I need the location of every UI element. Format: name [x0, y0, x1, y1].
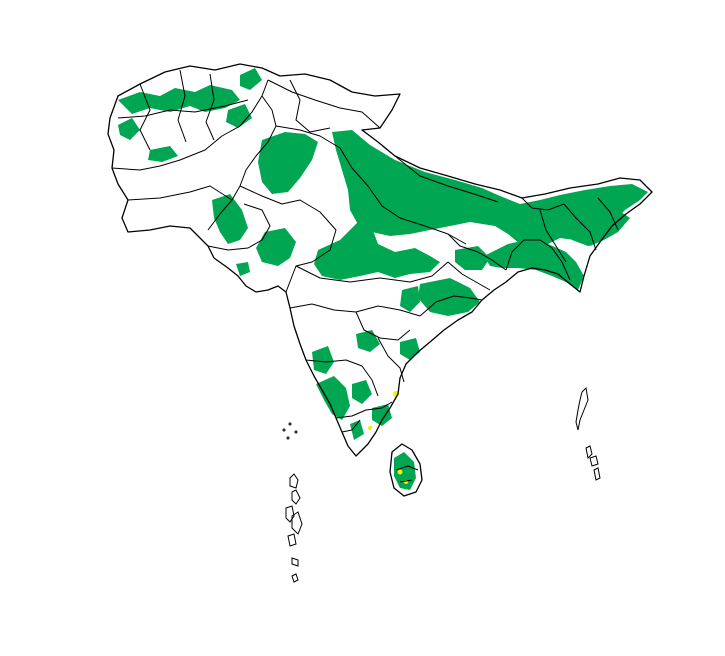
yellow-spot-tamil-nadu	[368, 426, 372, 430]
green-area-pakistan-kpk	[226, 104, 252, 128]
madhya-pradesh-border	[295, 261, 449, 283]
islands	[282, 386, 601, 583]
lakshadweep-dot-1	[288, 422, 292, 426]
green-area-deccan-north	[356, 330, 380, 352]
gujarat-border	[207, 203, 271, 251]
afghanistan-pakistan-border	[111, 79, 269, 171]
internal-boundaries	[111, 69, 619, 483]
tamil-nadu-border	[335, 401, 393, 419]
maldives-atoll-6	[291, 557, 299, 567]
maldives-atoll-1	[289, 473, 299, 489]
green-area-afghanistan-west	[118, 118, 140, 140]
kashmir-inner	[289, 79, 331, 133]
nicobar-island-1	[589, 455, 599, 467]
green-area-maharashtra	[312, 346, 334, 374]
green-area-odisha	[418, 278, 480, 316]
jharkhand-border	[447, 261, 491, 291]
northeast-states-a	[539, 209, 567, 263]
green-area-tamil-nadu	[372, 404, 392, 426]
bhutan-border	[521, 197, 565, 211]
sri-lanka-outline	[389, 443, 423, 497]
green-area-kerala	[350, 420, 364, 440]
green-area-karnataka-coast	[316, 376, 350, 420]
green-area-small-west	[236, 262, 250, 276]
lakshadweep-dot-4	[286, 436, 290, 440]
nepal-border	[394, 155, 499, 203]
yellow-spot-sri-lanka-1	[397, 469, 403, 475]
green-area-rajasthan-south	[256, 228, 296, 266]
karnataka-border	[305, 359, 379, 397]
maldives-atoll-5	[287, 533, 297, 547]
green-area-afghanistan-south	[148, 146, 178, 162]
green-area-jharkhand	[455, 246, 490, 270]
afghanistan-provinces-c	[205, 73, 215, 141]
green-area-andhra	[400, 338, 420, 360]
green-area-afghanistan-north	[118, 85, 240, 114]
northeast-states-b	[563, 203, 597, 251]
andhra-border	[377, 337, 405, 383]
afghanistan-provinces-b	[177, 69, 187, 143]
green-area-pakistan-north	[240, 68, 262, 90]
sri-lanka-provinces	[395, 465, 419, 483]
afghanistan-provinces-a	[139, 83, 151, 151]
pakistan-provinces	[127, 185, 233, 201]
green-area-punjab	[258, 132, 318, 194]
andaman-island-1	[575, 386, 589, 431]
afghanistan-provinces-d	[117, 99, 249, 119]
green-area-sri-lanka	[394, 452, 416, 490]
maldives-atoll-3	[285, 505, 295, 523]
kashmir-border	[267, 79, 381, 129]
lakshadweep-dot-2	[282, 428, 286, 432]
telangana-border	[355, 311, 411, 341]
andaman-island-2	[585, 445, 593, 460]
green-area-bangladesh	[484, 240, 584, 290]
odisha-border	[419, 295, 483, 317]
green-area-gujarat	[212, 194, 248, 244]
bihar-border	[447, 233, 507, 271]
rajasthan-border	[239, 185, 337, 293]
nicobar-island-2	[593, 467, 601, 481]
lakshadweep-dot-3	[294, 430, 298, 434]
maldives-atoll-7	[291, 573, 299, 583]
green-coverage-layer	[118, 68, 648, 490]
pakistan-india-border	[207, 95, 277, 231]
green-area-northeast	[560, 206, 630, 246]
green-area-chhattisgarh	[400, 286, 420, 312]
india-north-states	[275, 125, 353, 169]
bangladesh-border	[505, 239, 571, 281]
maldives-atoll-4	[291, 511, 303, 535]
kerala-border	[341, 419, 361, 433]
northeast-states-c	[597, 197, 619, 231]
green-area-central-india	[314, 222, 440, 280]
maldives-atoll-2	[291, 489, 301, 505]
green-area-karnataka-east	[352, 380, 372, 404]
